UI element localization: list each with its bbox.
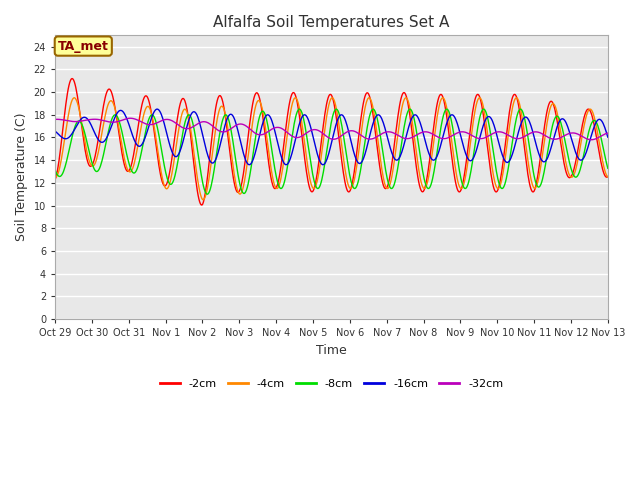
Text: TA_met: TA_met xyxy=(58,39,109,53)
X-axis label: Time: Time xyxy=(316,344,347,357)
Y-axis label: Soil Temperature (C): Soil Temperature (C) xyxy=(15,113,28,241)
Legend: -2cm, -4cm, -8cm, -16cm, -32cm: -2cm, -4cm, -8cm, -16cm, -32cm xyxy=(156,374,508,393)
Title: Alfalfa Soil Temperatures Set A: Alfalfa Soil Temperatures Set A xyxy=(213,15,450,30)
